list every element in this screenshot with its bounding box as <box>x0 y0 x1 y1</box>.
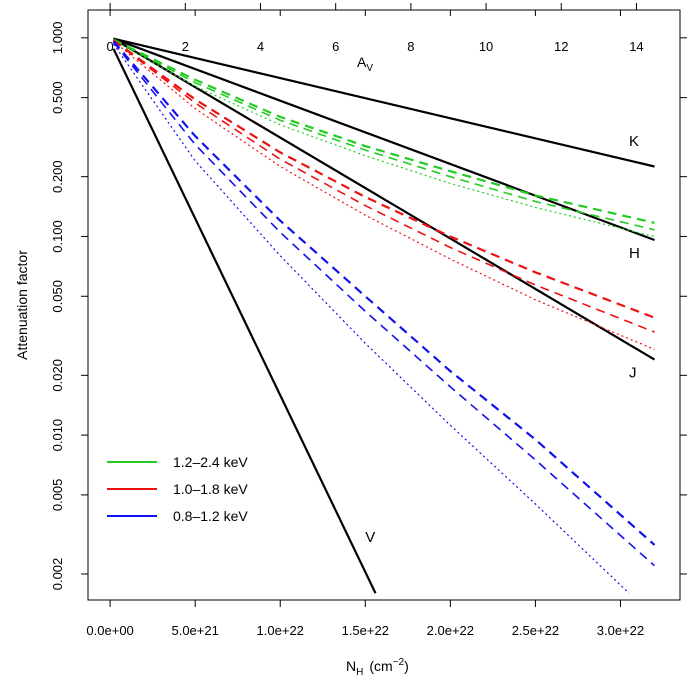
series-line-4 <box>113 38 655 224</box>
x-tick-label: 3.0e+22 <box>597 623 644 638</box>
series-line-12 <box>113 43 630 594</box>
x2-tick-label: 0 <box>106 39 113 54</box>
plot-frame <box>87 9 681 601</box>
y-tick-label: 0.100 <box>50 220 65 253</box>
x-tick-label: 2.0e+22 <box>427 623 474 638</box>
x-axis-title-n: N <box>346 658 356 674</box>
series-line-7 <box>112 39 655 319</box>
series-line-9 <box>113 40 655 350</box>
x-tick-label: 5.0e+21 <box>171 623 218 638</box>
x2-tick-label: 4 <box>257 39 264 54</box>
x2-tick-label: 8 <box>407 39 414 54</box>
series-line-j-band <box>112 37 656 361</box>
legend-label-green: 1.2–2.4 keV <box>173 454 248 470</box>
x-axis-title-units: (cm <box>369 658 392 674</box>
x2-tick-label: 10 <box>479 39 493 54</box>
series-line-5 <box>113 38 655 231</box>
series-layer <box>112 37 656 594</box>
curve-label-h: H <box>629 245 640 262</box>
x-tick-label: 2.5e+22 <box>512 623 559 638</box>
y-tick-label: 0.500 <box>50 81 65 114</box>
x2-tick-label: 12 <box>554 39 568 54</box>
x-tick-label: 1.0e+22 <box>257 623 304 638</box>
series-line-8 <box>113 39 655 333</box>
x2-axis-title: AV <box>357 54 373 74</box>
x2-tick-label: 2 <box>182 39 189 54</box>
series-line-k-band <box>113 37 655 168</box>
x-axis-title-sub: H <box>356 667 363 678</box>
y-tick-label: 0.002 <box>50 558 65 591</box>
x2-axis-title-a: A <box>357 54 367 70</box>
x2-tick-label: 6 <box>332 39 339 54</box>
x-axis-title-close: ) <box>404 658 409 674</box>
x-tick-label: 0.0e+00 <box>86 623 133 638</box>
series-line-v-band <box>112 48 377 594</box>
ticks-layer: 0.0e+00 5.0e+21 1.0e+22 1.5e+22 2.0e+22 2.5e+… <box>50 3 687 638</box>
x-tick-label: 1.5e+22 <box>342 623 389 638</box>
y-axis-title: Attenuation factor <box>14 250 30 360</box>
curve-label-v: V <box>365 529 375 546</box>
x-axis-title: NH (cm−2) <box>346 657 409 678</box>
series-line-10 <box>112 40 656 546</box>
y-tick-label: 0.050 <box>50 280 65 313</box>
curve-label-j: J <box>629 365 637 382</box>
x2-axis-title-sub: V <box>366 63 373 74</box>
series-line-h-band <box>113 37 655 242</box>
series-line-6 <box>113 39 655 238</box>
legend-label-blue: 0.8–1.2 keV <box>173 508 248 524</box>
curve-labels-layer: K H J V <box>365 133 640 546</box>
legend-label-red: 1.0–1.8 keV <box>173 481 248 497</box>
curve-label-k: K <box>629 133 639 150</box>
y-tick-label: 0.200 <box>50 160 65 193</box>
y-tick-label: 0.020 <box>50 359 65 392</box>
y-tick-label: 0.010 <box>50 419 65 452</box>
y-tick-label: 1.000 <box>50 22 65 55</box>
legend: 1.2–2.4 keV 1.0–1.8 keV 0.8–1.2 keV <box>107 454 248 524</box>
y-tick-label: 0.005 <box>50 479 65 512</box>
x2-tick-label: 14 <box>629 39 643 54</box>
x-axis-title-exp: −2 <box>393 657 405 668</box>
